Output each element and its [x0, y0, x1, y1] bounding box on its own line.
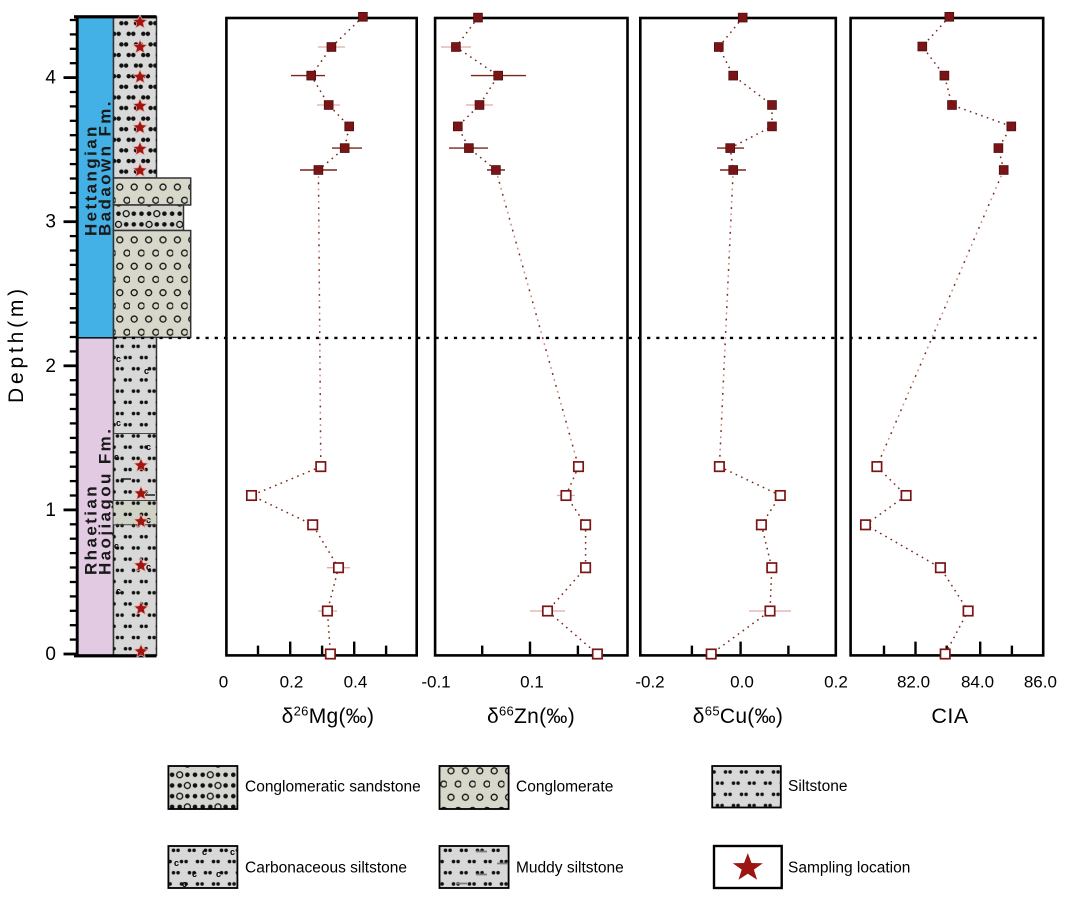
svg-text:1: 1 [45, 500, 56, 521]
svg-text:Muddy siltstone: Muddy siltstone [516, 859, 624, 876]
svg-text:c: c [146, 562, 151, 572]
svg-text:0.0: 0.0 [730, 673, 754, 692]
svg-text:3: 3 [45, 212, 56, 233]
svg-text:0.2: 0.2 [824, 673, 848, 692]
svg-text:Conglomerate: Conglomerate [516, 779, 613, 796]
svg-text:CIA: CIA [931, 704, 969, 728]
svg-text:c: c [216, 869, 221, 879]
svg-text:Haojiagou Fm.: Haojiagou Fm. [96, 427, 115, 575]
svg-text:c: c [192, 869, 197, 879]
svg-text:Rhaetian: Rhaetian [82, 484, 101, 575]
svg-text:4: 4 [45, 68, 56, 89]
svg-text:c: c [116, 354, 121, 364]
svg-text:δ26Mg(‰): δ26Mg(‰) [282, 704, 375, 729]
svg-text:c: c [114, 452, 119, 462]
svg-text:δ66Zn(‰): δ66Zn(‰) [487, 704, 575, 729]
svg-text:Badaown Fm.: Badaown Fm. [96, 99, 115, 236]
svg-text:c: c [146, 515, 151, 525]
svg-text:0.4: 0.4 [344, 673, 368, 692]
svg-text:86.0: 86.0 [1024, 673, 1057, 692]
svg-text:c: c [116, 418, 121, 428]
svg-text:c: c [114, 541, 119, 551]
svg-text:Carbonaceous siltstone: Carbonaceous siltstone [245, 859, 407, 876]
svg-text:δ65Cu(‰): δ65Cu(‰) [693, 704, 783, 729]
svg-text:c: c [230, 847, 235, 857]
svg-text:c: c [116, 586, 121, 596]
svg-text:84.0: 84.0 [961, 673, 994, 692]
svg-text:c: c [202, 847, 207, 857]
svg-text:c: c [146, 442, 151, 452]
svg-text:0.2: 0.2 [280, 673, 304, 692]
svg-text:0: 0 [45, 644, 56, 665]
svg-text:2: 2 [45, 356, 56, 377]
svg-text:Hettangian: Hettangian [82, 124, 101, 236]
svg-text:-0.1: -0.1 [421, 673, 450, 692]
svg-text:c: c [182, 879, 187, 889]
svg-text:c: c [144, 366, 149, 376]
svg-text:0: 0 [219, 673, 228, 692]
svg-text:Siltstone: Siltstone [788, 778, 847, 795]
svg-text:-0.2: -0.2 [635, 673, 664, 692]
svg-text:Depth(m): Depth(m) [5, 285, 28, 403]
svg-text:0.1: 0.1 [520, 673, 544, 692]
svg-text:Sampling location: Sampling location [788, 859, 910, 876]
svg-text:Conglomeratic sandstone: Conglomeratic sandstone [245, 779, 421, 796]
svg-text:82.0: 82.0 [897, 673, 930, 692]
svg-text:c: c [174, 858, 179, 868]
